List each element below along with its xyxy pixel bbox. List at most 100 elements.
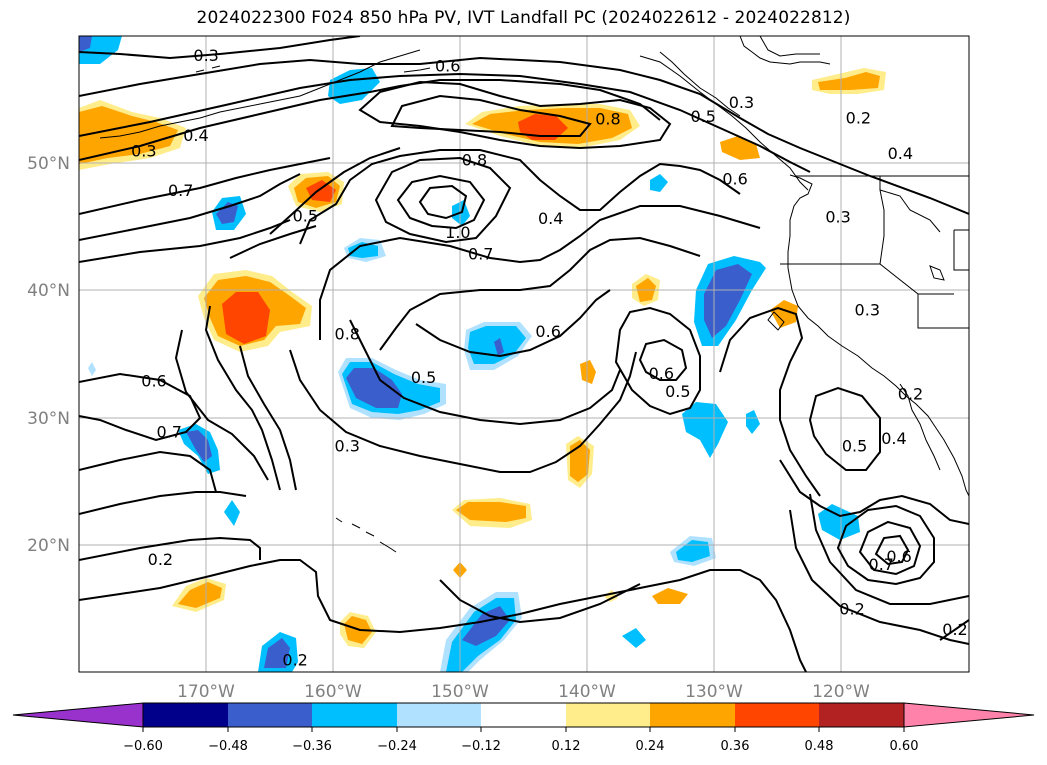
- pv-anomaly-negative-core: [79, 36, 92, 52]
- colorbar-tick-label: −0.48: [208, 739, 248, 754]
- contour-label: 0.3: [825, 208, 850, 227]
- pv-anomaly-positive: [720, 136, 760, 160]
- colorbar-segment: [397, 703, 481, 727]
- colorbar-segment: [143, 703, 228, 727]
- colorbar-tick-label: 0.60: [890, 739, 919, 754]
- colorbar-tick-label: 0.48: [805, 739, 834, 754]
- pv-anomaly-negative: [88, 362, 96, 376]
- contour-label: 0.7: [869, 555, 894, 574]
- lat-tick-label: 30°N: [27, 409, 70, 429]
- contour-label: 0.3: [729, 93, 754, 112]
- contour-label: 0.2: [846, 108, 871, 127]
- contour-label-group: 0.30.60.40.30.80.30.5 0.20.40.80.60.70.5 0…: [131, 46, 968, 669]
- pv-anomaly-positive: [580, 360, 596, 384]
- graticule: [79, 36, 969, 672]
- colorbar-tick-label: −0.36: [292, 739, 332, 754]
- contour-label: 0.3: [193, 46, 218, 65]
- pv-anomaly-negative-strong: [462, 606, 510, 646]
- pv-anomaly-negative: [622, 628, 646, 648]
- lon-tick-label: 170°W: [177, 682, 235, 702]
- pv-anomaly-strong: [222, 292, 270, 344]
- contour-label: 0.4: [881, 429, 906, 448]
- pv-anomaly-negative-core: [264, 638, 290, 668]
- pv-anomaly-positive-core: [178, 582, 222, 608]
- pv-anomaly-negative: [746, 410, 760, 434]
- pv-anomaly-positive-core: [456, 502, 526, 522]
- pv-anomaly-positive: [604, 590, 618, 602]
- map-title: 2024022300 F024 850 hPa PV, IVT Landfall…: [196, 8, 851, 28]
- contour-label: 0.8: [595, 110, 620, 129]
- colorbar-tick-label: 0.36: [721, 739, 750, 754]
- contour-label: 0.6: [649, 364, 674, 383]
- contour-label: 0.2: [282, 650, 307, 669]
- colorbar-ticks: [142, 727, 905, 732]
- contour-label: 0.6: [886, 547, 911, 566]
- colorbar-frame: [142, 702, 905, 728]
- lat-tick-label: 20°N: [27, 536, 70, 556]
- contour-label: 0.4: [183, 126, 208, 145]
- lon-tick-label: 120°W: [812, 682, 870, 702]
- colorbar-tick-label: −0.24: [377, 739, 417, 754]
- contour-label: 0.6: [141, 372, 166, 391]
- colorbar: −0.60 −0.48 −0.36 −0.24 −0.12 0.12 0.24 …: [12, 702, 1035, 754]
- lon-tick-label: 140°W: [558, 682, 616, 702]
- contour-label: 0.5: [411, 368, 436, 387]
- contour-label: 0.7: [168, 181, 193, 200]
- lon-tick-label: 130°W: [685, 682, 743, 702]
- contour-label: 0.3: [335, 437, 360, 456]
- contour-label: 0.7: [157, 423, 182, 442]
- contour-label: 0.2: [148, 550, 173, 569]
- contour-label: 0.5: [293, 206, 318, 225]
- contour-label: 0.5: [691, 107, 716, 126]
- contour-label: 0.2: [898, 384, 923, 403]
- lat-ticks: 50°N 40°N 30°N 20°N: [27, 154, 70, 556]
- pv-anomaly-negative-core: [216, 202, 238, 224]
- pv-anomaly-negative-strong: [346, 368, 402, 408]
- contour-label: 0.8: [462, 150, 487, 169]
- colorbar-segment: [228, 703, 312, 727]
- contour-label: 0.3: [855, 300, 880, 319]
- lat-tick-label: 50°N: [27, 154, 70, 174]
- coastlines: [99, 36, 969, 553]
- lon-tick-label: 150°W: [431, 682, 489, 702]
- contour-label: 0.5: [842, 437, 867, 456]
- contour-label: 0.2: [839, 599, 864, 618]
- pv-anomaly-positive-core: [79, 106, 178, 164]
- colorbar-tick-label: 0.24: [636, 739, 665, 754]
- contour-label: 0.6: [435, 56, 460, 75]
- pv-anomaly-strong: [306, 180, 336, 202]
- colorbar-segment: [481, 703, 566, 727]
- pv-anomaly-negative: [650, 174, 668, 192]
- contour-label: 0.6: [535, 322, 560, 341]
- contour-label: 0.7: [468, 245, 493, 264]
- pv-anomaly-positive: [652, 588, 688, 604]
- lon-tick-label: 160°W: [304, 682, 362, 702]
- pv-anomaly-negative-core: [704, 264, 752, 338]
- colorbar-extend-low: [12, 702, 144, 728]
- pv-anomaly-positive-core: [818, 72, 880, 90]
- pv-anomaly-negative: [224, 500, 240, 526]
- colorbar-segment: [566, 703, 650, 727]
- colorbar-extend-high: [903, 702, 1035, 728]
- pv-anomaly-negative: [818, 504, 860, 540]
- contour-label: 0.5: [665, 382, 690, 401]
- contour-label: 0.3: [131, 141, 156, 160]
- colorbar-tick-label: −0.60: [123, 739, 163, 754]
- map-frame: [78, 35, 970, 673]
- contour-label: 0.4: [888, 144, 913, 163]
- lon-ticks: 170°W 160°W 150°W 140°W 130°W 120°W: [177, 682, 870, 702]
- contour-label: 0.6: [722, 169, 747, 188]
- colorbar-tick-label: 0.12: [552, 739, 581, 754]
- contour-label: 0.2: [942, 620, 967, 639]
- colorbar-segment: [819, 703, 904, 727]
- pv-anomaly-negative-strong: [494, 338, 504, 356]
- pv-anomaly-negative: [682, 402, 728, 458]
- colorbar-segment: [650, 703, 735, 727]
- pv-anomaly-negative-core: [348, 242, 378, 258]
- pv-anomaly-negative: [328, 68, 380, 104]
- pv-anomaly-strong: [518, 114, 568, 140]
- pv-anomaly-positive: [770, 300, 798, 328]
- contour-label: 0.4: [538, 209, 563, 228]
- pv-contours: [79, 36, 969, 672]
